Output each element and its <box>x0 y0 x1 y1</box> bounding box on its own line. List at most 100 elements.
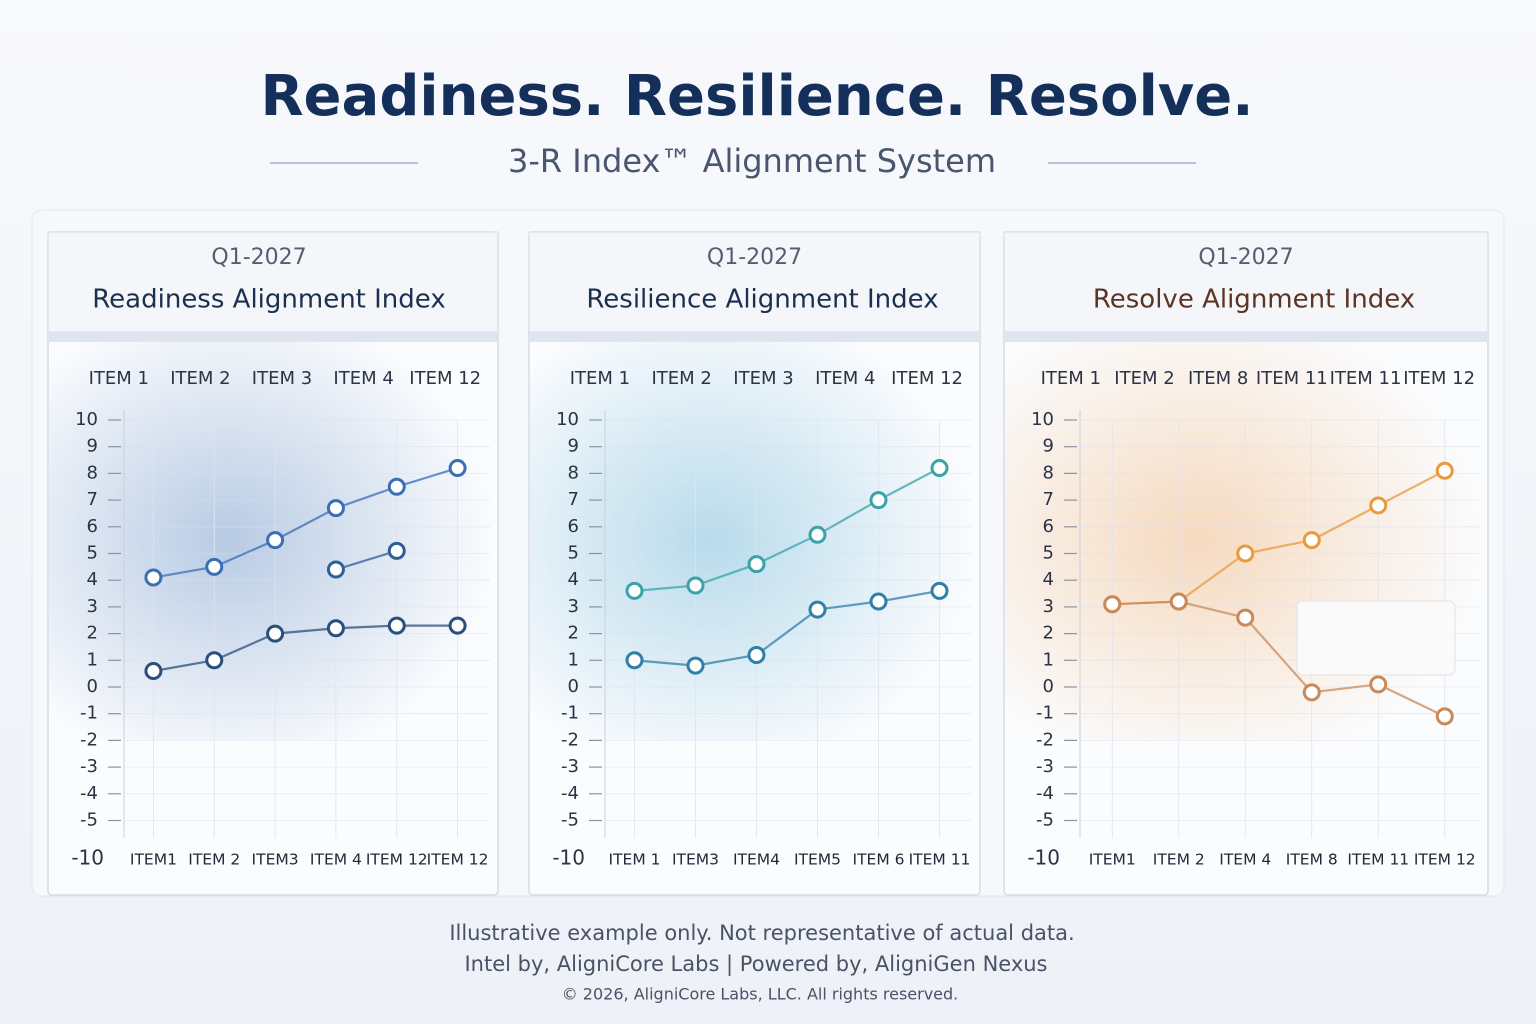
y-tick-label: 9 <box>568 436 579 457</box>
y-tick-label: -1 <box>561 703 579 724</box>
header-band <box>48 332 498 342</box>
period: Q1-2027 <box>707 245 802 270</box>
data-point <box>747 555 766 574</box>
x-tick-label: ITEM 11 <box>1347 851 1409 869</box>
data-point <box>266 624 285 643</box>
y-tick-label: -3 <box>561 756 579 777</box>
panel-header <box>528 231 981 333</box>
period: Q1-2027 <box>1198 245 1293 270</box>
data-point <box>930 581 949 600</box>
series-line <box>153 467 458 579</box>
top-label: ITEM 1 <box>89 368 149 389</box>
data-point <box>266 531 285 550</box>
series-line <box>634 589 940 667</box>
data-point <box>1302 683 1321 702</box>
y-tick-label: 7 <box>568 489 579 510</box>
top-label: ITEM 2 <box>1114 368 1174 389</box>
x-tick-label: ITEM 12 <box>366 851 428 869</box>
x-tick-label: ITEM 12 <box>427 851 489 869</box>
header-band <box>1004 332 1488 342</box>
data-point <box>1369 496 1388 515</box>
x-tick-label: ITEM 8 <box>1286 851 1338 869</box>
data-point <box>448 616 467 635</box>
data-point <box>1236 544 1255 563</box>
x-tick-label: ITEM3 <box>672 851 719 869</box>
data-point <box>1103 595 1122 614</box>
y-tick-label: -1 <box>1036 703 1054 724</box>
x-tick-label: ITEM4 <box>733 851 780 869</box>
series-line <box>634 467 941 592</box>
data-point <box>326 619 345 638</box>
y-tick-label: 3 <box>568 596 579 617</box>
x-tick-label: ITEM 4 <box>310 851 362 869</box>
y-tick-label: -4 <box>80 783 98 804</box>
y-tick-label: 6 <box>1043 516 1054 537</box>
x-tick-label: ITEM3 <box>252 851 299 869</box>
y-tick-label: 2 <box>87 623 98 644</box>
y-tick-label: -2 <box>1036 729 1054 750</box>
y-tick-label: 4 <box>1043 569 1054 590</box>
x-tick-label: ITEM1 <box>130 851 177 869</box>
y-tick-label: -5 <box>1036 810 1054 831</box>
data-point <box>387 616 406 635</box>
top-label: ITEM 3 <box>252 368 312 389</box>
y-tick-label: 7 <box>1043 489 1054 510</box>
data-point <box>326 560 345 579</box>
y-tick-label: 10 <box>75 409 98 430</box>
data-point <box>747 645 766 664</box>
y-tick-label: 9 <box>87 436 98 457</box>
panel-glow <box>530 340 979 740</box>
data-point <box>387 477 406 496</box>
y-tick-label: 4 <box>568 569 579 590</box>
series-line <box>335 549 398 571</box>
disclaimer: Illustrative example only. Not represent… <box>449 921 1074 945</box>
y-tick-label: 1 <box>87 649 98 670</box>
data-point <box>808 525 827 544</box>
panel-header <box>1003 231 1489 333</box>
top-label: ITEM 12 <box>891 368 963 389</box>
y-tick-label: 0 <box>87 676 98 697</box>
panel-glow <box>1005 340 1487 740</box>
y-tick-label: 6 <box>568 516 579 537</box>
y-tick-label: -2 <box>80 729 98 750</box>
data-point <box>205 557 224 576</box>
data-point <box>1169 592 1188 611</box>
top-label: ITEM 12 <box>409 368 481 389</box>
data-point <box>930 459 949 478</box>
credits: Intel by, AligniCore Labs | Powered by, … <box>464 952 1047 977</box>
y-tick-label: 10 <box>556 409 579 430</box>
x-tick-label: ITEM 11 <box>909 851 971 869</box>
y-tick-label: 2 <box>1043 623 1054 644</box>
x-tick-label: ITEM 2 <box>188 851 240 869</box>
x-tick-label: ITEM 2 <box>1153 851 1205 869</box>
top-label: ITEM 2 <box>652 368 712 389</box>
page-subtitle: 3-R Index™ Alignment System <box>508 142 996 180</box>
y-tick-label: 8 <box>87 462 98 483</box>
y-tick-label: 5 <box>568 543 579 564</box>
period: Q1-2027 <box>211 245 306 270</box>
y-tick-label: -3 <box>80 756 98 777</box>
y-tick-label: 0 <box>1043 676 1054 697</box>
top-label: ITEM 2 <box>170 368 230 389</box>
y-tick-label: 1 <box>1043 649 1054 670</box>
x-tick-label: ITEM 12 <box>1414 851 1476 869</box>
series-line <box>1112 600 1446 718</box>
x-tick-label: ITEM5 <box>794 851 841 869</box>
data-point <box>1236 608 1255 627</box>
y-tick-label: -2 <box>561 729 579 750</box>
x-tick-label: ITEM 6 <box>853 851 905 869</box>
y-tick-label: 3 <box>87 596 98 617</box>
y-tick-label: 1 <box>568 649 579 670</box>
y-tick-label: -4 <box>1036 783 1054 804</box>
y-tick-label: -10 <box>71 846 104 870</box>
data-point <box>808 600 827 619</box>
top-label: ITEM 12 <box>1403 368 1475 389</box>
data-point <box>1369 675 1388 694</box>
chart-title: Resilience Alignment Index <box>586 285 938 315</box>
data-point <box>686 656 705 675</box>
y-tick-label: 5 <box>87 543 98 564</box>
y-tick-label: -1 <box>80 703 98 724</box>
header-band <box>529 332 980 342</box>
